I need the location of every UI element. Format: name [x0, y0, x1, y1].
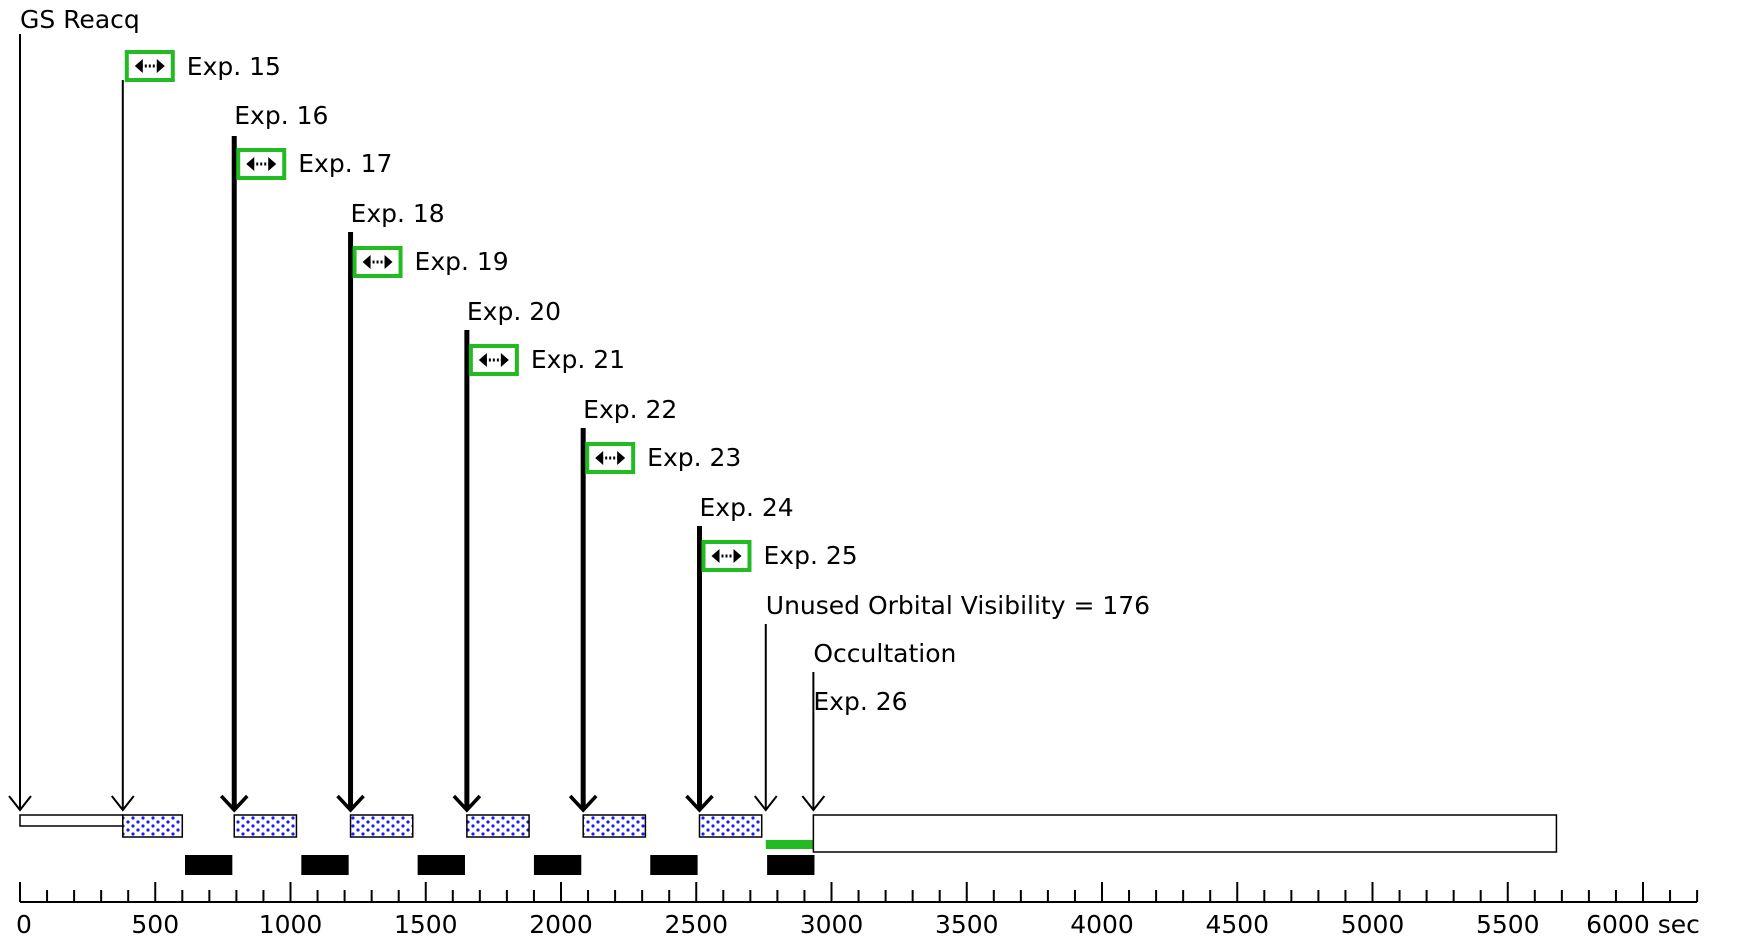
- axis-tick-label: 3000: [800, 910, 864, 939]
- readout-bar: [650, 855, 698, 875]
- event-label-secondary: Exp. 26: [813, 687, 907, 716]
- time-axis: 0 500 1000 1500 2000 2500 3000 3500 4000 4500 5000…: [16, 882, 1700, 939]
- exposure-bar: [698, 814, 763, 838]
- event-label-secondary: Exp. 19: [415, 247, 509, 276]
- axis-tick-label: 3500: [935, 910, 999, 939]
- badge-arrow-left-icon: [478, 353, 487, 367]
- arrow-head-icon: [111, 795, 135, 812]
- dither-badge-icon: [701, 540, 752, 572]
- event-label-secondary: Exp. 23: [647, 443, 741, 472]
- arrow-head-icon: [336, 794, 365, 813]
- badge-arrow-left-icon: [362, 255, 371, 269]
- event-exp-18-19: Exp. 18 Exp. 19: [336, 199, 509, 813]
- gs-reacq-bar: [19, 814, 124, 827]
- event-label: Unused Orbital Visibility = 176: [766, 591, 1150, 620]
- occultation-bar: [812, 814, 1558, 853]
- event-exp-15: Exp. 15: [111, 50, 281, 812]
- axis-tick-label: 500: [131, 910, 179, 939]
- event-label: Exp. 18: [351, 199, 445, 228]
- badge-arrow-left-icon: [134, 59, 143, 73]
- event-label: Exp. 22: [583, 395, 677, 424]
- dither-badge-icon: [352, 246, 403, 278]
- event-unused-visibility: Unused Orbital Visibility = 176: [753, 591, 1150, 812]
- badge-arrow-right-icon: [384, 255, 393, 269]
- event-occultation: Occultation Exp. 26: [801, 639, 956, 812]
- event-label-secondary: Exp. 21: [531, 345, 625, 374]
- badge-arrow-right-icon: [733, 549, 742, 563]
- readout-bar: [533, 855, 582, 875]
- axis-tick-label: 5500: [1476, 910, 1540, 939]
- badge-frame: [236, 148, 287, 180]
- event-label: Exp. 20: [467, 297, 561, 326]
- badge-arrow-right-icon: [156, 59, 165, 73]
- badge-arrow-left-icon: [711, 549, 720, 563]
- badge-arrow-right-icon: [617, 451, 626, 465]
- event-exp-24-25: Exp. 24 Exp. 25: [685, 493, 858, 813]
- unused-visibility-bar: [765, 840, 814, 849]
- badge-frame: [701, 540, 752, 572]
- arrow-head-icon: [685, 794, 714, 813]
- timeline-bars: [19, 814, 1558, 875]
- readout-bar: [185, 855, 233, 875]
- dither-badge-icon: [124, 50, 175, 82]
- readout-bar: [417, 855, 465, 875]
- event-label: Exp. 16: [234, 101, 328, 130]
- badge-arrow-left-icon: [595, 451, 604, 465]
- exposure-bar: [122, 814, 184, 838]
- event-label: Exp. 15: [187, 52, 281, 81]
- readout-bar: [767, 855, 815, 875]
- event-gs-reacq: GS Reacq: [8, 5, 140, 812]
- event-label: Occultation: [813, 639, 956, 668]
- exposure-bar: [349, 814, 414, 838]
- axis-tick-label: 1500: [394, 910, 458, 939]
- readout-bar: [301, 855, 349, 875]
- exposure-bar: [466, 814, 530, 838]
- event-label: GS Reacq: [20, 5, 140, 34]
- dither-badge-icon: [585, 442, 636, 474]
- event-exp-22-23: Exp. 22 Exp. 23: [568, 395, 741, 813]
- axis-tick-label: 4500: [1205, 910, 1269, 939]
- badge-arrow-right-icon: [500, 353, 509, 367]
- axis-tick-label: 4000: [1070, 910, 1134, 939]
- event-label: Exp. 24: [699, 493, 793, 522]
- arrow-head-icon: [753, 795, 778, 812]
- dither-badge-icon: [468, 344, 519, 376]
- event-label-secondary: Exp. 25: [763, 541, 857, 570]
- axis-tick-label: 6000 sec: [1586, 910, 1700, 939]
- axis-tick-label: 2500: [664, 910, 728, 939]
- axis-tick-label: 0: [16, 910, 32, 939]
- arrow-head-icon: [801, 795, 826, 812]
- arrow-head-icon: [568, 794, 598, 813]
- badge-arrow-left-icon: [246, 157, 255, 171]
- event-exp-16-17: Exp. 16 Exp. 17: [219, 101, 392, 813]
- dither-badge-icon: [236, 148, 287, 180]
- arrow-head-icon: [8, 795, 32, 812]
- badge-frame: [468, 344, 519, 376]
- exposure-bar: [233, 814, 298, 838]
- event-label-secondary: Exp. 17: [298, 149, 392, 178]
- arrow-head-icon: [452, 794, 482, 813]
- axis-tick-label: 1000: [259, 910, 323, 939]
- exposure-bar: [582, 814, 647, 838]
- arrow-head-icon: [219, 794, 249, 813]
- axis-tick-label: 2000: [529, 910, 593, 939]
- axis-tick-label: 5000: [1341, 910, 1405, 939]
- event-exp-20-21: Exp. 20 Exp. 21: [452, 297, 625, 813]
- badge-arrow-right-icon: [268, 157, 277, 171]
